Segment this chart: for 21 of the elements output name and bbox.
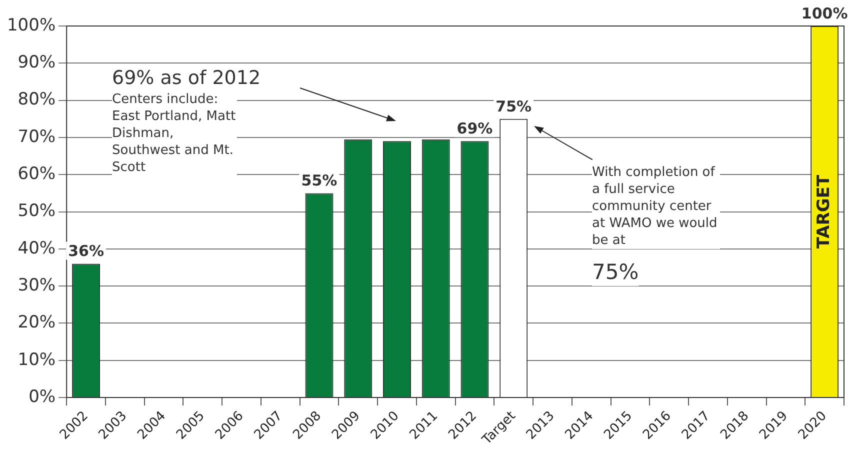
y-tick-label: 0% — [28, 386, 56, 407]
annotation: TARGET — [814, 174, 834, 249]
annotation: 75% — [592, 259, 639, 286]
annotation: 69% as of 2012 — [112, 66, 261, 91]
y-tick-label: 40% — [18, 238, 56, 258]
data-label: 69% — [456, 120, 493, 138]
annotation: Centers include: East Portland, Matt Dishman, Southwest and Mt. Scott — [112, 92, 237, 176]
y-tick-label: 20% — [18, 312, 56, 333]
y-tick-label: 60% — [18, 164, 56, 184]
y-tick-label: 70% — [18, 126, 56, 147]
annotation: With completion of a full service community center at WAMO we would be at — [592, 165, 720, 250]
data-label: 100% — [801, 4, 848, 22]
y-tick-label: 100% — [6, 15, 56, 36]
y-tick-label: 80% — [18, 90, 56, 110]
y-tick-label: 50% — [18, 201, 56, 222]
y-tick-label: 30% — [18, 275, 56, 296]
data-label: 55% — [301, 172, 338, 190]
data-label: 36% — [68, 242, 104, 260]
y-tick-label: 90% — [18, 52, 56, 73]
y-tick-label: 10% — [18, 350, 56, 370]
data-label: 75% — [496, 97, 532, 116]
